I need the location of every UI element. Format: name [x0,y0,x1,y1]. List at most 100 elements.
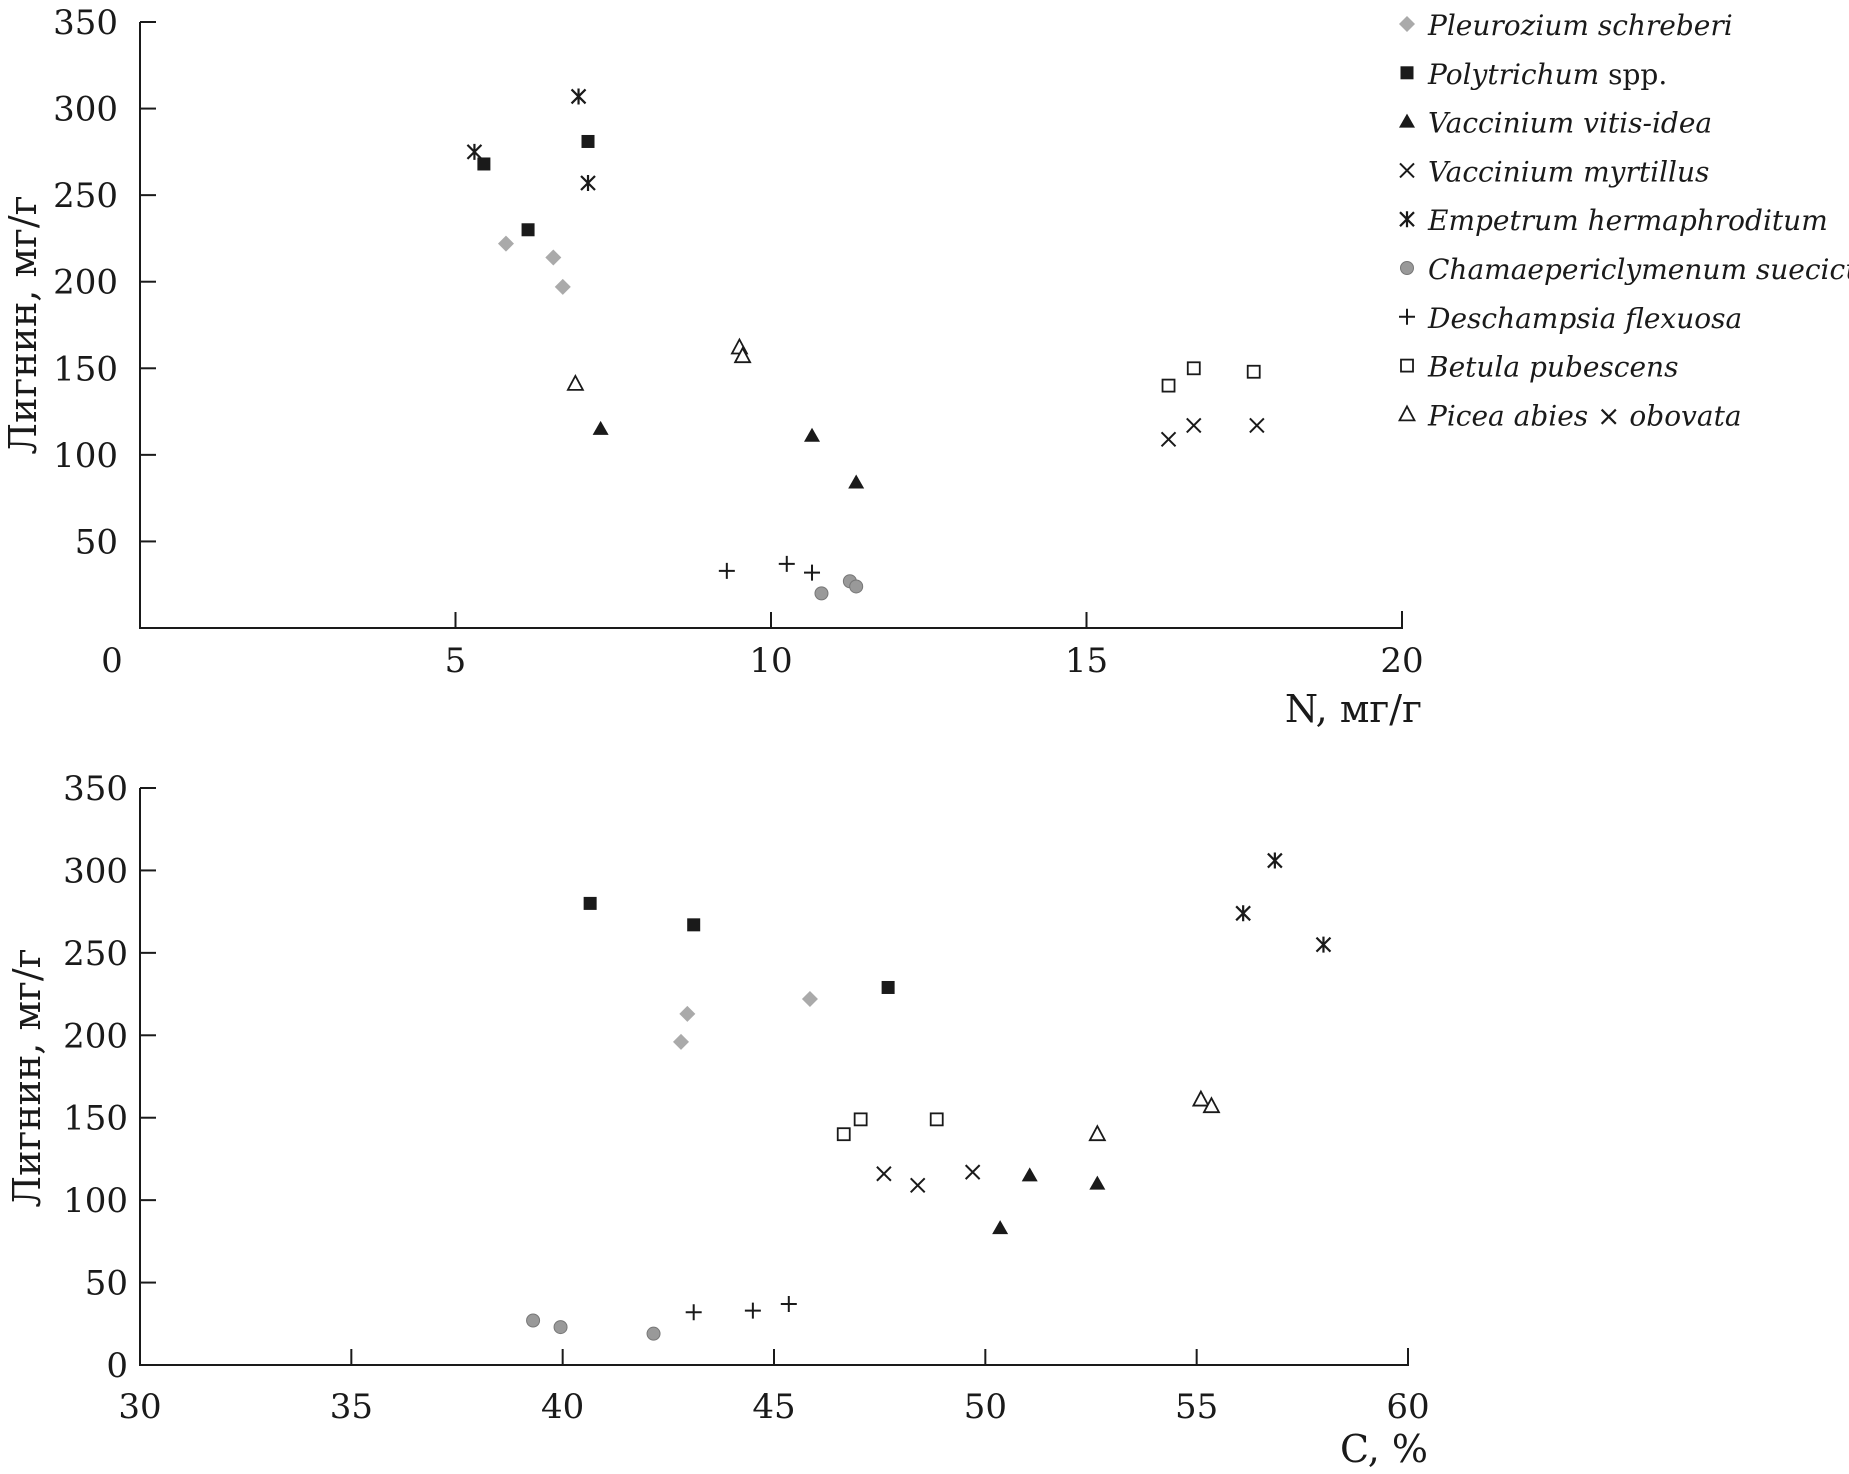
point-n-triangle-1 [592,420,609,435]
series-n-pleurozium-schreberi [497,235,571,295]
legend-label: Vaccinium vitis-idea [1428,107,1712,140]
y-tick-label-c-350: 350 [63,769,128,809]
point-n-open-square-1 [1161,378,1176,393]
y-tick-label-n-50: 50 [75,522,118,562]
series-c-picea-abies-obovata [1088,1089,1221,1142]
point-c-triangle-2 [1021,1167,1038,1182]
point-n-square-2 [521,223,535,237]
point-c-open-triangle-3 [1202,1096,1221,1114]
point-c-square-1 [583,896,597,910]
point-n-plus-3 [804,564,821,581]
x-tick-label-n-20: 20 [1380,641,1423,681]
legend-label: Polytrichum spp. [1427,58,1667,91]
series-c-polytrichum-spp [583,896,895,994]
point-n-open-triangle-3 [733,346,752,364]
point-n-x-2 [1186,417,1202,434]
axes-frame-n [139,22,1403,629]
y-tick-label-c-250: 250 [63,934,128,974]
point-n-open-square-2 [1186,361,1201,376]
point-c-circle-1 [526,1313,541,1328]
legend-marker-square [1400,66,1414,80]
point-c-open-square-3 [929,1112,944,1127]
y-tick-label-n-350: 350 [53,3,118,43]
x-tick-label-c-30: 30 [118,1387,161,1427]
series-c-chamaepericlymenum-suecicum [526,1313,661,1341]
x-tick-label-c-55: 55 [1175,1387,1218,1427]
x-tick-label-c-35: 35 [330,1387,373,1427]
x-tick-label-c-40: 40 [541,1387,584,1427]
legend-label: Pleurozium schreberi [1427,9,1733,42]
point-c-plus-1 [685,1304,702,1321]
series-n-empetrum-hermaphroditum [466,88,596,192]
point-n-square-1 [477,157,491,171]
point-n-x-3 [1249,417,1265,434]
legend-marker-star [1399,211,1415,228]
y-axis-title-c: Лигнин, мг/г [5,948,49,1207]
point-c-square-3 [881,980,895,994]
legend-marker-plus [1399,308,1415,325]
legend-item-picea-abies-obovata: Picea abies × obovata [1397,399,1742,432]
point-c-star-1 [1235,905,1251,922]
x-tick-label-n-0: 0 [101,641,123,681]
legend-item-empetrum-hermaphroditum: Empetrum hermaphroditum [1399,204,1828,237]
legend-item-pleurozium-schreberi: Pleurozium schreberi [1399,9,1733,42]
point-n-x-1 [1160,431,1177,447]
point-c-open-triangle-2 [1191,1089,1210,1107]
legend-marker-open-square [1400,358,1414,373]
series-c-betula-pubescens [836,1112,944,1142]
point-n-diamond-2 [545,249,562,266]
series-n-picea-abies-obovata [566,337,752,391]
y-tick-label-n-100: 100 [53,436,118,476]
legend-marker-x [1399,162,1415,179]
x-tick-label-c-50: 50 [964,1387,1007,1427]
axes-frame-c [139,788,1409,1366]
point-n-plus-2 [778,555,795,572]
point-c-plus-2 [744,1302,761,1319]
point-c-x-2 [909,1177,926,1194]
y-tick-label-n-150: 150 [53,349,118,389]
series-c-deschampsia-flexuosa [685,1296,797,1321]
point-c-star-3 [1315,936,1332,953]
x-axis-title-n: N, мг/г [1285,687,1422,731]
series-n-chamaepericlymenum-suecicum [814,574,864,601]
y-tick-label-c-200: 200 [63,1016,128,1056]
legend-label: Empetrum hermaphroditum [1427,204,1828,237]
point-n-circle-3 [849,579,864,594]
point-n-triangle-2 [804,427,821,442]
series-n-betula-pubescens [1161,361,1261,393]
legend-item-vaccinium-vitis-idea: Vaccinium vitis-idea [1399,107,1712,140]
series-c-vaccinium-vitis-idea [992,1167,1106,1235]
point-c-circle-3 [646,1326,661,1341]
series-n-polytrichum-spp [477,134,595,237]
y-tick-label-c-300: 300 [63,851,128,891]
legend-marker-triangle [1399,113,1415,128]
point-c-diamond-3 [801,991,818,1008]
x-tick-label-c-60: 60 [1386,1387,1429,1427]
point-n-circle-1 [814,586,829,601]
point-c-x-1 [876,1166,892,1182]
point-n-diamond-3 [554,278,571,295]
y-tick-label-n-200: 200 [53,263,118,303]
point-n-diamond-1 [497,235,514,252]
legend-label: Vaccinium myrtillus [1428,155,1709,188]
legend: Pleurozium schreberi Polytrichum spp. Vacc… [1397,9,1849,432]
x-tick-label-n-15: 15 [1065,641,1108,681]
series-n-vaccinium-myrtillus [1160,417,1265,447]
legend-item-betula-pubescens: Betula pubescens [1400,351,1678,384]
series-c-pleurozium-schreberi [673,991,818,1050]
point-c-plus-3 [780,1296,797,1312]
legend-marker-diamond [1399,16,1415,32]
point-c-diamond-2 [679,1005,696,1022]
series-c-empetrum-hermaphroditum [1235,852,1332,953]
series-c-vaccinium-myrtillus [876,1164,981,1194]
y-tick-label-c-150: 150 [63,1099,128,1139]
point-c-square-2 [687,918,701,932]
x-tick-label-c-45: 45 [752,1387,795,1427]
point-c-star-2 [1267,852,1283,869]
legend-item-polytrichum-spp: Polytrichum spp. [1400,58,1667,91]
y-tick-label-c-0: 0 [106,1346,128,1386]
y-tick-label-n-250: 250 [53,176,118,216]
series-n-deschampsia-flexuosa [718,555,821,581]
legend-item-chamaepericlymenum-suecicum: Chamaepericlymenum suecicum [1400,253,1849,286]
